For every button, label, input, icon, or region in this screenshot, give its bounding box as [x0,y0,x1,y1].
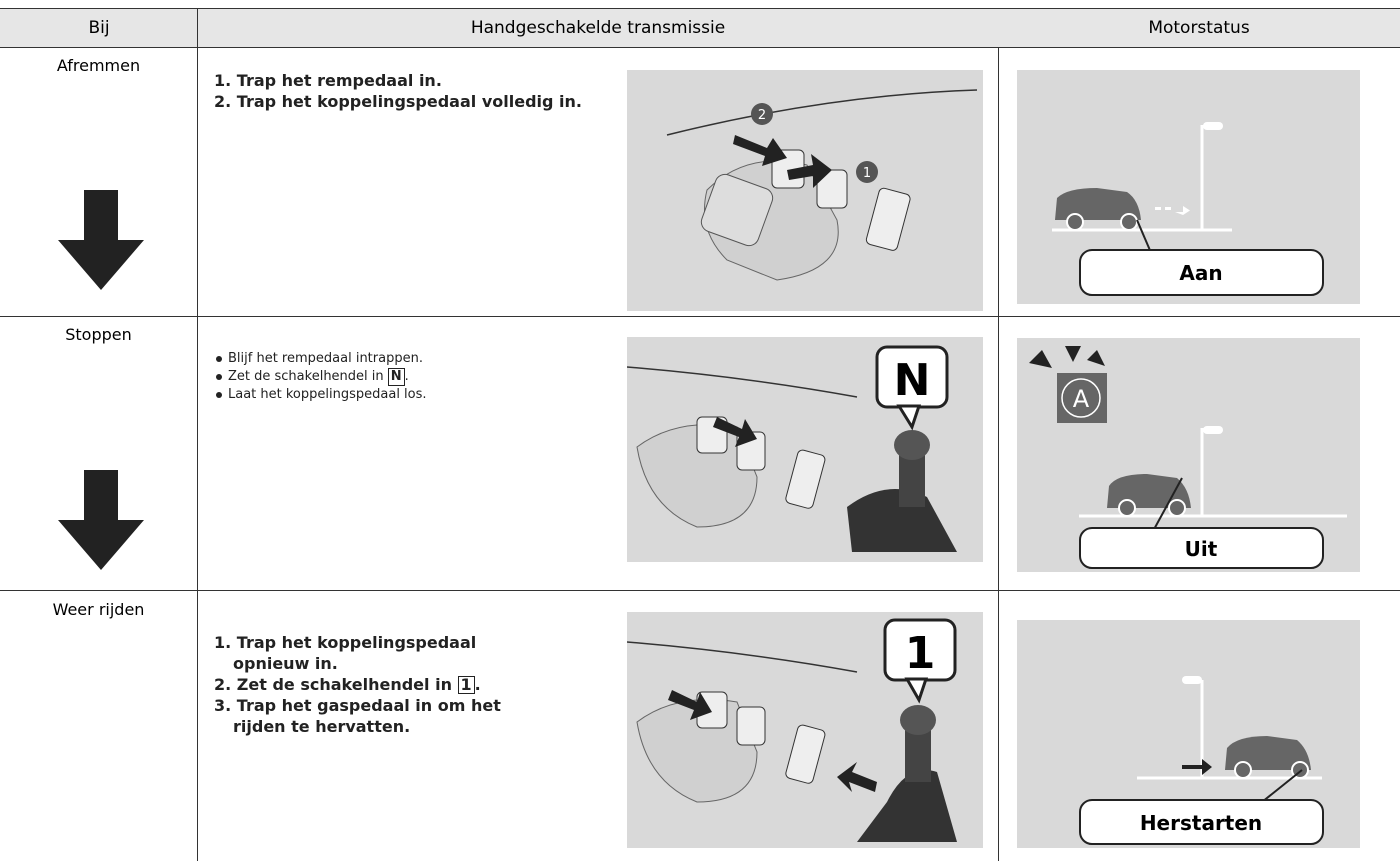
status-illustration: Herstarten [1017,620,1360,848]
pedal-illustration: 2 1 [627,70,983,311]
shift-illustration: 1 [627,612,983,848]
key-box: 1 [457,676,475,694]
row-label: Stoppen [65,325,132,344]
step-number: 2. [214,92,232,111]
row-label: Afremmen [56,56,141,75]
bullet-text: Blijf het rempedaal intrappen. [228,351,423,366]
header-text: Motorstatus [1148,18,1250,38]
down-arrow [58,470,144,570]
shift-illustration: N [627,337,983,562]
divider [0,590,1400,591]
auto-stop-icon: A [1073,385,1090,413]
step-text: Trap het rempedaal in. [236,71,442,90]
step-number: 1. [214,71,232,90]
bullet-text: Zet de schakelhendel in [228,369,388,384]
step: 1. Trap het koppelingspedaal opnieuw in. [214,632,544,674]
bullet: Blijf het rempedaal intrappen. [214,350,594,368]
divider [197,48,198,861]
callout-number: 1 [863,166,871,181]
step: 1. Trap het rempedaal in. [214,70,594,91]
step-text: Trap het koppelingspedaal volledig in. [236,92,582,111]
divider [998,48,999,861]
status-label: Uit [1185,537,1218,561]
bullets: Blijf het rempedaal intrappen. Zet de sc… [214,350,594,404]
step-text: Trap het koppelingspedaal opnieuw in. [233,633,477,673]
step-number: 1. [214,633,232,652]
row-label: Weer rijden [52,600,145,619]
step-text: Zet de schakelhendel in [236,675,458,694]
bullet: Laat het koppelingspedaal los. [214,386,594,404]
header-text: Bij [88,18,110,38]
callout-number: 2 [758,108,766,123]
status-illustration: Aan [1017,70,1360,304]
step-text: . [474,675,481,694]
header-text: Handgeschakelde transmissie [470,18,726,38]
header-cell: Bij [0,8,198,48]
steps: 1. Trap het rempedaal in. 2. Trap het ko… [214,70,594,112]
step: 2. Trap het koppelingspedaal volledig in… [214,91,594,112]
bullet: Zet de schakelhendel in N. [214,368,594,386]
step: 2. Zet de schakelhendel in 1. [214,674,544,695]
down-arrow [58,190,144,290]
gear-label: 1 [905,628,936,679]
step-number: 3. [214,696,232,715]
status-illustration: A Uit [1017,338,1360,572]
header-cell: Motorstatus [998,8,1400,48]
gear-label: N [894,355,931,406]
status-label: Herstarten [1140,811,1262,835]
key-box: N [387,368,405,386]
step: 3. Trap het gaspedaal in om het rijden t… [214,695,544,737]
status-label: Aan [1179,261,1222,285]
steps: 1. Trap het koppelingspedaal opnieuw in.… [214,632,544,737]
bullet-text: Laat het koppelingspedaal los. [228,387,427,402]
bullet-text: . [404,369,409,384]
step-number: 2. [214,675,232,694]
step-text: Trap het gaspedaal in om het rijden te h… [233,696,501,736]
header-cell: Handgeschakelde transmissie [197,8,999,48]
divider [0,316,1400,317]
